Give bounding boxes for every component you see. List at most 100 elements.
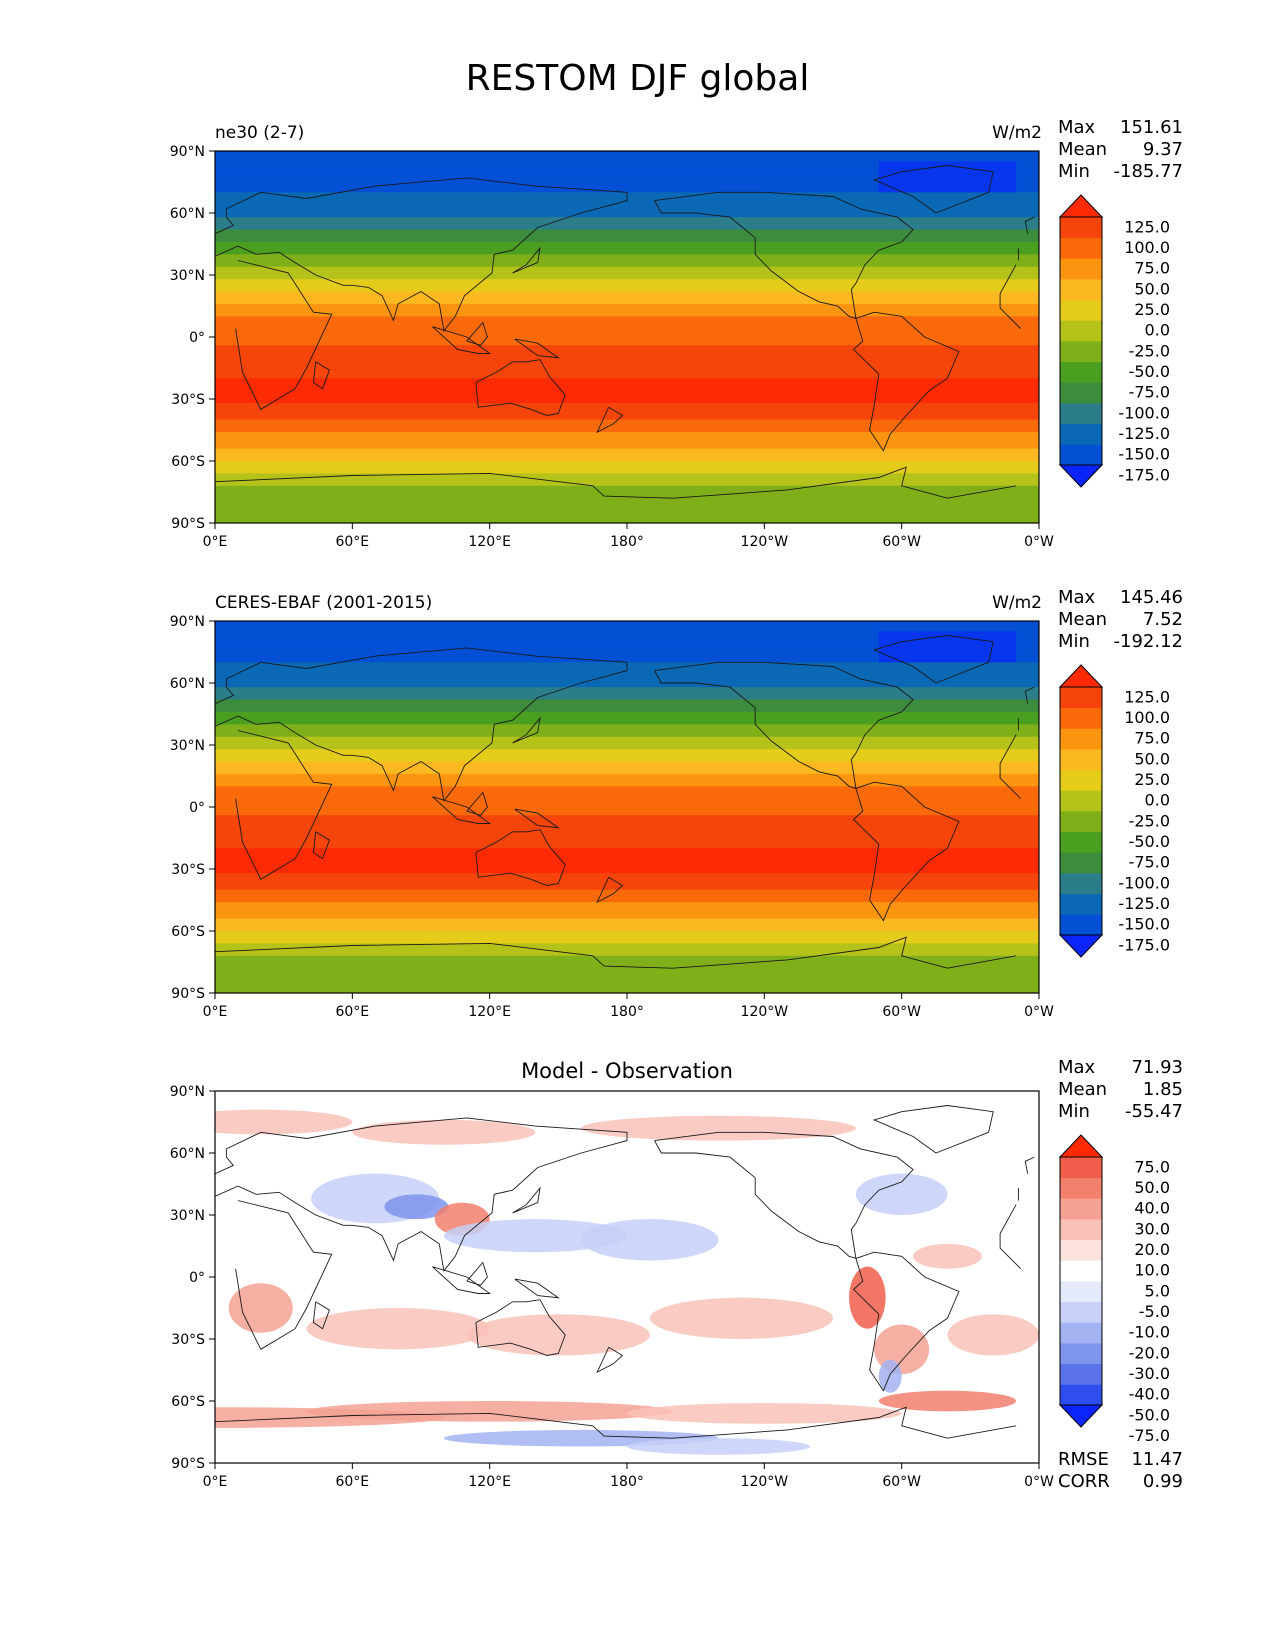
field-band [215,761,1039,775]
field-band [215,699,1039,713]
colorbar-swatch [1060,361,1102,383]
field-band [215,328,1039,346]
lon-tick-label: 120°E [468,1004,511,1020]
coastline [852,311,960,452]
lon-tick-label: 60°E [335,1004,369,1020]
field-band [215,254,1039,268]
lon-tick-label: 120°W [741,1004,789,1020]
field-band [215,229,1039,243]
colorbar-label: -10.0 [1129,1323,1170,1342]
coastline [872,635,994,684]
coastline [514,338,560,359]
coastline [466,321,488,346]
colorbar-label: -30.0 [1129,1364,1170,1383]
coastline [654,191,914,320]
colorbar-label: -125.0 [1118,894,1170,913]
coastline [654,661,914,790]
coastline [215,647,1019,802]
lat-tick-label: 60°N [170,676,205,692]
field-band [215,955,1039,993]
panel-title-left: ne30 (2-7) [215,123,305,143]
colorbar-label: -25.0 [1129,811,1170,830]
field-patch [306,1308,490,1350]
colorbar-over [1058,1134,1104,1158]
colorbar-swatch [1060,320,1102,342]
field-patch [228,1283,293,1333]
field-patch [581,1219,719,1261]
field-band [215,403,1039,421]
colorbar-label: -100.0 [1118,403,1170,422]
field-band [215,773,1039,787]
field-band [215,217,1039,231]
field-patch [947,1314,1039,1356]
field-band [215,204,1039,218]
colorbar-label: -40.0 [1129,1385,1170,1404]
colorbar-label: -75.0 [1129,1426,1170,1445]
field-band [215,815,1039,833]
coastline [215,466,1017,499]
lon-tick-label: 180° [610,1004,644,1020]
colorbar-swatch [1060,811,1102,833]
colorbar-swatch [1060,1219,1102,1241]
lat-tick-label: 90°N [170,1084,205,1100]
field-band [215,724,1039,738]
field-patch [913,1243,982,1269]
field-patch [878,161,1017,193]
lon-tick-label: 0°W [1024,1004,1054,1020]
map-observation: 90°N 60°N 30°N 0° 30°S 60°S 90°S 0°E 60°E 120°E 18… [170,614,1170,1020]
lat-tick-label: 30°S [171,862,205,878]
lat-tick-label: 30°N [170,1208,205,1224]
panel-model: ne30 (2-7) W/m2 90°N 60°N 30°N 0° 30°S 60°S 90… [0,115,1275,555]
colorbar-under [1058,934,1104,958]
panel-title-left: CERES-EBAF (2001-2015) [215,593,433,613]
field-band [215,279,1039,293]
coastline [312,361,330,390]
coastlines [215,635,1035,969]
field-band [215,889,1039,903]
coastline [432,796,492,824]
coastline [215,1117,1019,1272]
axes: 90°N 60°N 30°N 0° 30°S 60°S 90°S 0°E 60°E 120°E 18… [170,144,1054,550]
panel-units: W/m2 [992,123,1042,143]
colorbar-label: 50.0 [1134,1178,1170,1197]
colorbar-swatch [1060,707,1102,729]
colorbar-label: 50.0 [1134,279,1170,298]
coastline [312,831,330,860]
coastline [514,808,560,829]
colorbar-label: -75.0 [1129,853,1170,872]
lon-tick-label: 60°E [335,534,369,550]
field-band [215,316,1039,330]
map-field [215,1091,1039,1463]
colorbar-label: 0.0 [1145,791,1170,810]
map-model: 90°N 60°N 30°N 0° 30°S 60°S 90°S 0°E 60°E 120°E 18… [170,144,1170,550]
colorbar-swatch [1060,258,1102,280]
lon-tick-label: 120°W [741,1474,789,1490]
coastline [215,936,1017,969]
field-patch [215,1109,353,1135]
field-band [215,641,1039,663]
colorbar-swatch [1060,1343,1102,1365]
colorbar-label: 30.0 [1134,1219,1170,1238]
coastline [514,1278,560,1299]
coastline [512,1186,541,1214]
field-patch [581,1115,856,1141]
field-patch [466,1314,650,1356]
field-band [215,786,1039,800]
lat-tick-label: 60°N [170,206,205,222]
coastlines [215,1105,1035,1439]
colorbar-label: 50.0 [1134,749,1170,768]
coastline [512,716,541,744]
field-band [215,918,1039,932]
field-band [215,902,1039,920]
lon-tick-label: 120°W [741,534,789,550]
colorbar: 125.0 100.0 75.050.0 25.0 0.0-25.0 -50.0 -75.0… [1058,194,1170,488]
field-band [215,378,1039,404]
colorbar-swatch [1060,790,1102,812]
coastline [1024,216,1035,234]
colorbar-label: 125.0 [1124,687,1170,706]
colorbar-swatch [1060,299,1102,321]
colorbar-swatch [1060,1198,1102,1220]
field-band [215,621,1039,643]
field-patch [384,1194,449,1220]
colorbar: 75.0 50.0 40.030.0 20.0 10.05.0 -5.0 -10.0-20.… [1058,1134,1170,1445]
